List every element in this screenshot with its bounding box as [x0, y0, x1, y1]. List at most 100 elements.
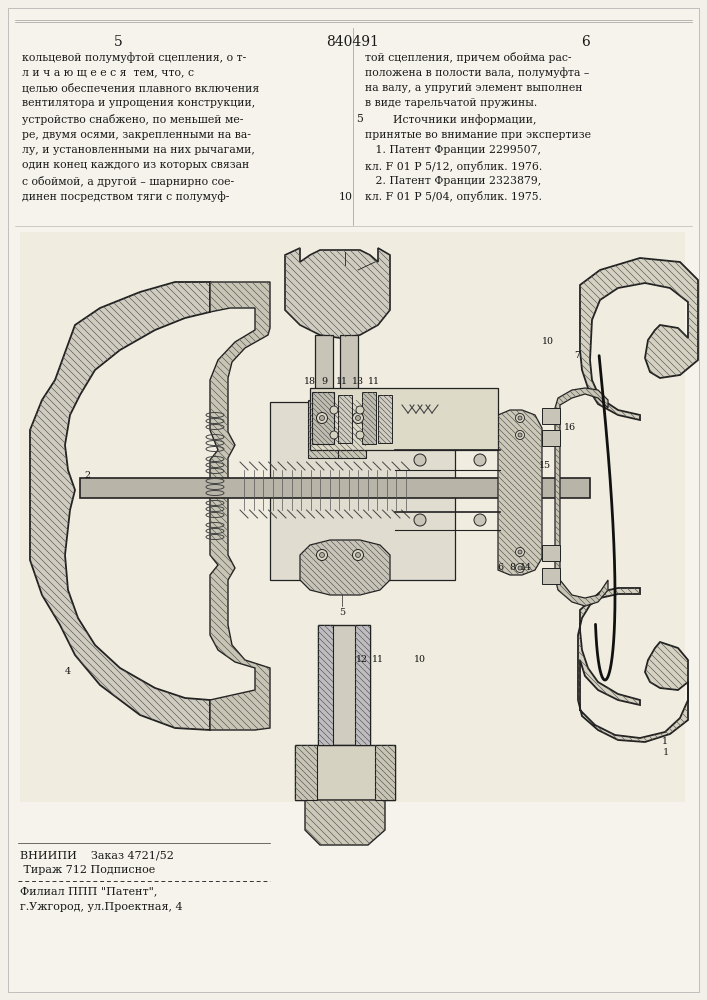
- Text: 12: 12: [356, 656, 368, 664]
- Text: 17: 17: [376, 260, 389, 269]
- Text: с обоймой, а другой – шарнирно сое-: с обоймой, а другой – шарнирно сое-: [22, 176, 234, 187]
- Polygon shape: [578, 588, 688, 742]
- Circle shape: [353, 412, 363, 424]
- Circle shape: [330, 431, 338, 439]
- FancyBboxPatch shape: [8, 8, 699, 992]
- Text: 10: 10: [339, 192, 353, 202]
- Text: 1. Патент Франции 2299507,: 1. Патент Франции 2299507,: [365, 145, 541, 155]
- Text: 11: 11: [336, 377, 348, 386]
- Circle shape: [515, 414, 525, 422]
- Bar: [542, 408, 560, 424]
- Circle shape: [474, 454, 486, 466]
- Text: 2. Патент Франции 2323879,: 2. Патент Франции 2323879,: [365, 176, 542, 186]
- Polygon shape: [338, 395, 352, 443]
- Text: ре, двумя осями, закрепленными на ва-: ре, двумя осями, закрепленными на ва-: [22, 129, 251, 139]
- Text: л и ч а ю щ е е с я  тем, что, с: л и ч а ю щ е е с я тем, что, с: [22, 68, 194, 78]
- Polygon shape: [295, 745, 317, 800]
- Circle shape: [356, 552, 361, 558]
- Polygon shape: [355, 625, 370, 745]
- Text: 11: 11: [372, 656, 384, 664]
- Text: 10: 10: [414, 656, 426, 664]
- Circle shape: [518, 416, 522, 420]
- Text: 3: 3: [350, 251, 356, 260]
- Text: 5: 5: [356, 114, 363, 124]
- Circle shape: [515, 430, 525, 440]
- Text: 14: 14: [520, 564, 532, 572]
- Bar: [80, 478, 590, 498]
- Text: Филиал ППП "Патент",: Филиал ППП "Патент",: [20, 886, 158, 896]
- Text: ВНИИПИ    Заказ 4721/52: ВНИИПИ Заказ 4721/52: [20, 850, 174, 860]
- Circle shape: [320, 552, 325, 558]
- Circle shape: [414, 454, 426, 466]
- Text: 8: 8: [509, 564, 515, 572]
- Text: Источники информации,: Источники информации,: [365, 114, 537, 125]
- Polygon shape: [308, 400, 338, 458]
- Circle shape: [474, 514, 486, 526]
- Text: в виде тарельчатой пружины.: в виде тарельчатой пружины.: [365, 99, 537, 108]
- Text: 10: 10: [542, 338, 554, 347]
- Text: 6: 6: [580, 35, 590, 49]
- FancyBboxPatch shape: [20, 232, 685, 802]
- Text: кл. F 01 P 5/04, опублик. 1975.: кл. F 01 P 5/04, опублик. 1975.: [365, 192, 542, 202]
- Text: кольцевой полумуфтой сцепления, о т-: кольцевой полумуфтой сцепления, о т-: [22, 52, 246, 63]
- Text: г.Ужгород, ул.Проектная, 4: г.Ужгород, ул.Проектная, 4: [20, 902, 182, 912]
- Circle shape: [518, 566, 522, 570]
- Text: на валу, а упругий элемент выполнен: на валу, а упругий элемент выполнен: [365, 83, 583, 93]
- Text: 5: 5: [114, 35, 122, 49]
- Text: 7: 7: [574, 351, 580, 360]
- Circle shape: [317, 550, 327, 560]
- Bar: [542, 430, 560, 446]
- Bar: [318, 625, 370, 745]
- Bar: [340, 335, 358, 405]
- Circle shape: [353, 550, 363, 560]
- Polygon shape: [210, 282, 270, 730]
- Text: принятые во внимание при экспертизе: принятые во внимание при экспертизе: [365, 129, 591, 139]
- Circle shape: [414, 514, 426, 526]
- Bar: [310, 388, 498, 450]
- Bar: [315, 335, 333, 405]
- Text: динен посредством тяги с полумуф-: динен посредством тяги с полумуф-: [22, 192, 229, 202]
- Text: 1: 1: [663, 748, 669, 757]
- Text: устройство снабжено, по меньшей ме-: устройство снабжено, по меньшей ме-: [22, 114, 243, 125]
- Text: кл. F 01 P 5/12, опублик. 1976.: кл. F 01 P 5/12, опублик. 1976.: [365, 160, 542, 172]
- Polygon shape: [498, 410, 542, 575]
- Circle shape: [518, 550, 522, 554]
- Text: целью обеспечения плавного включения: целью обеспечения плавного включения: [22, 83, 259, 94]
- Circle shape: [518, 433, 522, 437]
- Polygon shape: [285, 248, 390, 338]
- Text: 4: 4: [65, 668, 71, 676]
- Bar: [542, 568, 560, 584]
- Text: вентилятора и упрощения конструкции,: вентилятора и упрощения конструкции,: [22, 99, 255, 108]
- Circle shape: [320, 416, 325, 420]
- Polygon shape: [30, 282, 210, 730]
- Text: 1: 1: [662, 738, 668, 746]
- Polygon shape: [378, 395, 392, 443]
- Text: той сцепления, причем обойма рас-: той сцепления, причем обойма рас-: [365, 52, 571, 63]
- Bar: [542, 545, 560, 561]
- Text: положена в полости вала, полумуфта –: положена в полости вала, полумуфта –: [365, 68, 590, 78]
- Text: 13: 13: [352, 377, 364, 386]
- Text: 840491: 840491: [327, 35, 380, 49]
- Polygon shape: [318, 625, 333, 745]
- Circle shape: [515, 548, 525, 556]
- Polygon shape: [338, 400, 366, 458]
- Bar: [295, 745, 395, 800]
- Polygon shape: [555, 388, 608, 606]
- Bar: [270, 402, 455, 580]
- Text: 18: 18: [304, 377, 316, 386]
- Text: 15: 15: [539, 460, 551, 470]
- Text: 2: 2: [84, 471, 90, 480]
- Circle shape: [330, 406, 338, 414]
- Polygon shape: [375, 745, 395, 800]
- Text: Тираж 712 Подписное: Тираж 712 Подписное: [20, 865, 156, 875]
- Polygon shape: [300, 540, 390, 595]
- Text: 5: 5: [339, 608, 345, 617]
- Circle shape: [356, 406, 364, 414]
- Polygon shape: [362, 392, 376, 444]
- Polygon shape: [305, 800, 385, 845]
- Text: 11: 11: [368, 377, 380, 386]
- Text: лу, и установленными на них рычагами,: лу, и установленными на них рычагами,: [22, 145, 255, 155]
- Text: 16: 16: [564, 424, 576, 432]
- Circle shape: [356, 431, 364, 439]
- Text: 9: 9: [321, 377, 327, 386]
